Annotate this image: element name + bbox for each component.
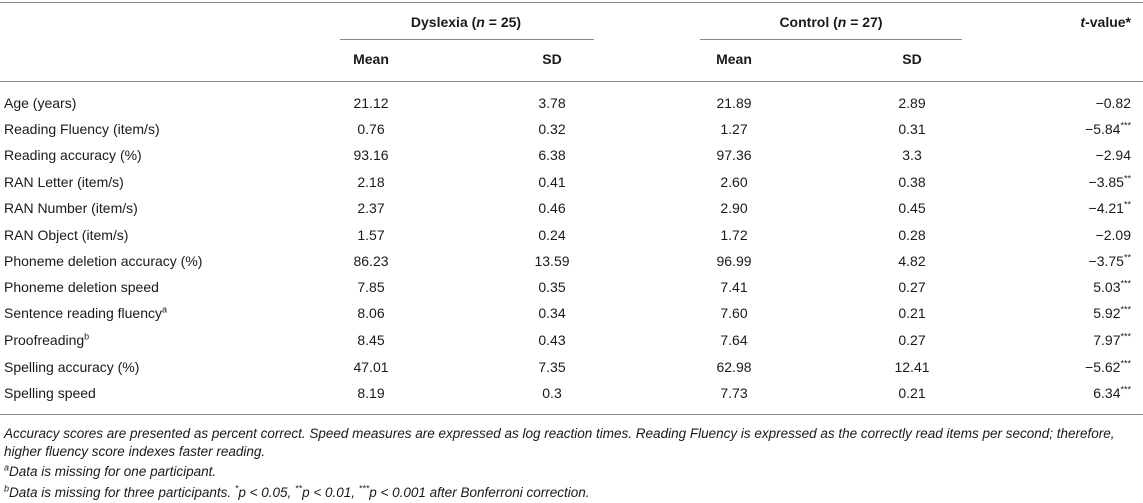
control-group-rule (700, 39, 962, 40)
tvalue-header: t-value* (1080, 14, 1131, 30)
control-sd-cell: 0.21 (898, 385, 926, 401)
control-sd-cell: 0.27 (898, 279, 926, 295)
row-label: RAN Number (item/s) (4, 200, 138, 216)
dyslexia-mean-cell: 7.85 (357, 279, 385, 295)
control-mean-cell: 7.60 (720, 305, 748, 321)
dyslexia-sd-cell: 0.41 (538, 174, 566, 190)
control-mean-cell: 7.73 (720, 385, 748, 401)
table-bottom-rule (0, 414, 1143, 415)
dyslexia-mean-cell: 8.19 (357, 385, 385, 401)
tvalue-cell: −5.62*** (1085, 358, 1131, 375)
control-mean-cell: 62.98 (716, 359, 752, 375)
dyslexia-group-header: Dyslexia (n = 25) (410, 14, 522, 30)
dyslexia-sd-cell: 7.35 (538, 359, 566, 375)
row-label: Sentence reading fluencya (4, 304, 168, 321)
control-mean-cell: 97.36 (716, 147, 752, 163)
control-sd-header: SD (902, 51, 922, 67)
dyslexia-sd-cell: 0.24 (538, 227, 566, 243)
control-sd-cell: 2.89 (898, 95, 926, 111)
tvalue-cell: 6.34*** (1093, 384, 1131, 401)
dyslexia-sd-cell: 0.35 (538, 279, 566, 295)
row-label: RAN Object (item/s) (4, 227, 129, 243)
dyslexia-sd-cell: 0.32 (538, 121, 566, 137)
dyslexia-sd-cell: 0.3 (542, 385, 562, 401)
dyslexia-mean-header: Mean (353, 51, 389, 67)
dyslexia-mean-cell: 86.23 (353, 253, 389, 269)
dyslexia-group-rule (340, 39, 594, 40)
dyslexia-sd-cell: 0.46 (538, 200, 566, 216)
tvalue-cell: −3.75** (1088, 252, 1131, 269)
dyslexia-sd-header: SD (542, 51, 562, 67)
control-sd-cell: 3.3 (902, 147, 922, 163)
table-header-rule (0, 81, 1143, 82)
table-top-rule (0, 2, 1143, 3)
footnote-general-line2: higher fluency score indexes faster read… (4, 444, 266, 459)
row-label: Proofreadingb (4, 331, 90, 348)
dyslexia-mean-cell: 2.18 (357, 174, 385, 190)
control-sd-cell: 12.41 (894, 359, 930, 375)
dyslexia-mean-cell: 21.12 (353, 95, 389, 111)
control-sd-cell: 0.45 (898, 200, 926, 216)
control-sd-cell: 0.38 (898, 174, 926, 190)
row-label: Spelling speed (4, 385, 96, 401)
footnote-general-line1: Accuracy scores are presented as percent… (4, 426, 1115, 441)
row-label: Reading Fluency (item/s) (4, 121, 160, 137)
footnote-b: bData is missing for three participants.… (4, 483, 590, 500)
control-mean-cell: 7.64 (720, 332, 748, 348)
tvalue-cell: 7.97*** (1093, 331, 1131, 348)
tvalue-cell: −0.82 (1095, 95, 1131, 111)
row-label: Spelling accuracy (%) (4, 359, 140, 375)
control-sd-cell: 0.21 (898, 305, 926, 321)
control-mean-cell: 1.72 (720, 227, 748, 243)
dyslexia-sd-cell: 0.34 (538, 305, 566, 321)
control-sd-cell: 0.28 (898, 227, 926, 243)
dyslexia-sd-cell: 3.78 (538, 95, 566, 111)
control-mean-header: Mean (716, 51, 752, 67)
tvalue-cell: 5.03*** (1093, 278, 1131, 295)
dyslexia-mean-cell: 93.16 (353, 147, 389, 163)
tvalue-cell: −3.85** (1088, 173, 1131, 190)
control-mean-cell: 1.27 (720, 121, 748, 137)
dyslexia-mean-cell: 8.06 (357, 305, 385, 321)
control-sd-cell: 0.31 (898, 121, 926, 137)
control-mean-cell: 21.89 (716, 95, 752, 111)
control-sd-cell: 4.82 (898, 253, 926, 269)
dyslexia-mean-cell: 47.01 (353, 359, 389, 375)
control-mean-cell: 2.60 (720, 174, 748, 190)
control-mean-cell: 2.90 (720, 200, 748, 216)
footnote-marker: a (162, 304, 168, 315)
control-group-header: Control (n = 27) (779, 14, 883, 30)
tvalue-cell: −5.84*** (1085, 120, 1131, 137)
dyslexia-mean-cell: 1.57 (357, 227, 385, 243)
footnote-a: aData is missing for one participant. (4, 462, 217, 479)
footnote-marker: b (84, 331, 90, 342)
dyslexia-mean-cell: 2.37 (357, 200, 385, 216)
tvalue-cell: −2.94 (1095, 147, 1131, 163)
row-label: Phoneme deletion speed (4, 279, 159, 295)
row-label: Reading accuracy (%) (4, 147, 142, 163)
tvalue-cell: 5.92*** (1093, 304, 1131, 321)
tvalue-cell: −4.21** (1088, 199, 1131, 216)
dyslexia-sd-cell: 0.43 (538, 332, 566, 348)
control-mean-cell: 96.99 (716, 253, 752, 269)
row-label: Phoneme deletion accuracy (%) (4, 253, 203, 269)
dyslexia-mean-cell: 8.45 (357, 332, 385, 348)
dyslexia-sd-cell: 13.59 (534, 253, 570, 269)
control-mean-cell: 7.41 (720, 279, 748, 295)
dyslexia-mean-cell: 0.76 (357, 121, 385, 137)
row-label: Age (years) (4, 95, 77, 111)
row-label: RAN Letter (item/s) (4, 174, 124, 190)
control-sd-cell: 0.27 (898, 332, 926, 348)
dyslexia-sd-cell: 6.38 (538, 147, 566, 163)
tvalue-cell: −2.09 (1095, 227, 1131, 243)
